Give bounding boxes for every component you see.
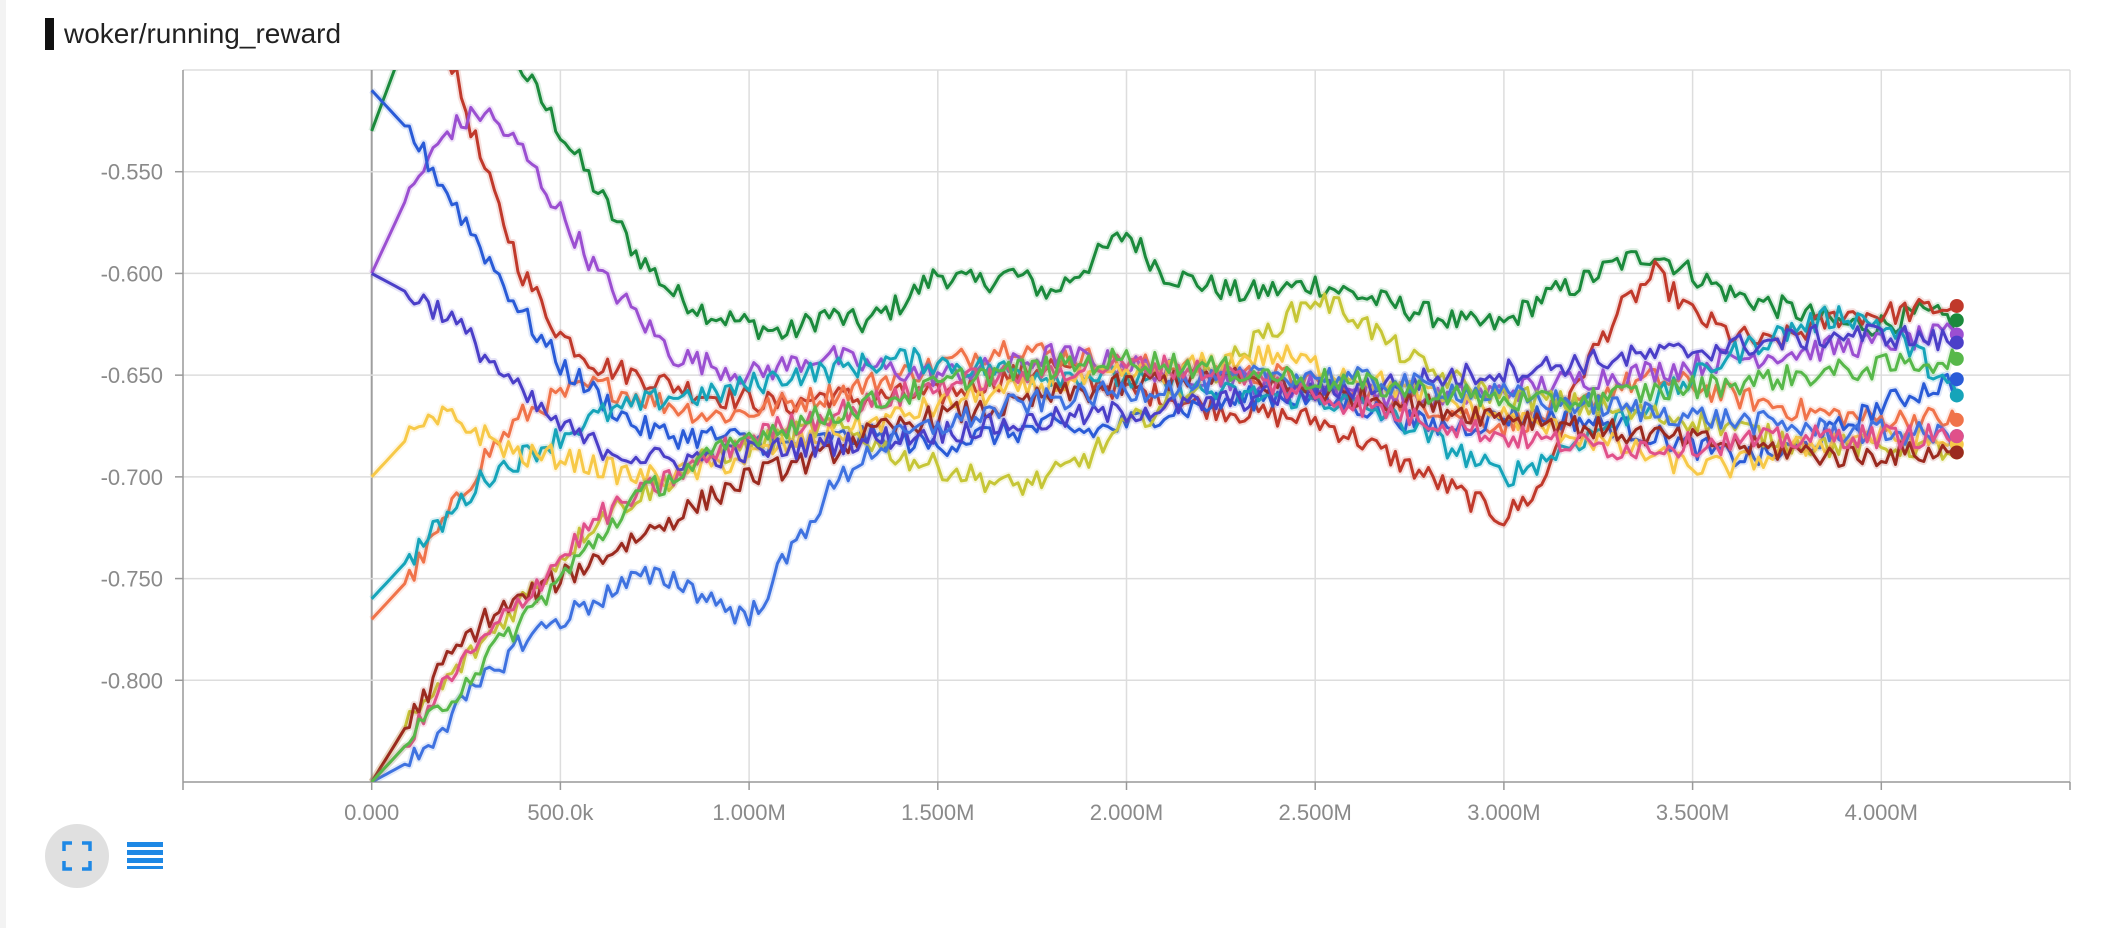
series-line xyxy=(370,364,1959,782)
x-tick-label: 2.000M xyxy=(1090,800,1163,825)
x-tick-label: 0.000 xyxy=(344,800,399,825)
series-end-point xyxy=(1949,335,1964,350)
end-markers xyxy=(1949,298,1964,460)
series-end-point xyxy=(1949,445,1964,460)
series-group xyxy=(368,70,1961,782)
chart-header: woker/running_reward xyxy=(45,14,341,54)
panel-edge xyxy=(0,0,6,928)
series-end-point xyxy=(1949,351,1964,366)
series-line xyxy=(370,347,1959,782)
y-tick-label: -0.800 xyxy=(101,668,163,693)
x-tick-label: 3.500M xyxy=(1656,800,1729,825)
series-line xyxy=(370,70,1959,340)
x-tick-label: 1.000M xyxy=(712,800,785,825)
y-tick-label: -0.550 xyxy=(101,160,163,185)
series-end-point xyxy=(1949,412,1964,427)
series-end-point xyxy=(1949,388,1964,403)
toggle-data-button[interactable] xyxy=(126,838,164,876)
series-line xyxy=(370,89,1959,468)
fullscreen-button[interactable] xyxy=(45,824,109,888)
y-tick-label: -0.700 xyxy=(101,465,163,490)
x-tick-label: 2.500M xyxy=(1279,800,1352,825)
x-tick-label: 3.000M xyxy=(1467,800,1540,825)
title-marker xyxy=(45,18,54,50)
x-tick-label: 500.0k xyxy=(527,800,594,825)
y-tick-label: -0.650 xyxy=(101,363,163,388)
series-halo xyxy=(370,362,1961,782)
series-end-point xyxy=(1949,372,1964,387)
series-line xyxy=(370,344,1958,488)
series-end-point xyxy=(1949,298,1964,313)
x-tick-label: 1.500M xyxy=(901,800,974,825)
axes: 0.000 500.0k 1.000M 1.500M 2.000M 2.500M 3.000… xyxy=(101,70,2071,825)
list-icon xyxy=(127,842,163,869)
chart-title: woker/running_reward xyxy=(64,18,342,49)
fullscreen-icon xyxy=(62,841,92,871)
series-end-point xyxy=(1949,313,1964,328)
series-end-point xyxy=(1949,429,1964,444)
series-line xyxy=(370,362,1957,782)
y-tick-label: -0.600 xyxy=(101,261,163,286)
series-line xyxy=(370,272,1958,472)
series-line xyxy=(370,353,1959,782)
y-tick-label: -0.750 xyxy=(101,567,163,592)
x-tick-label: 4.000M xyxy=(1845,800,1918,825)
